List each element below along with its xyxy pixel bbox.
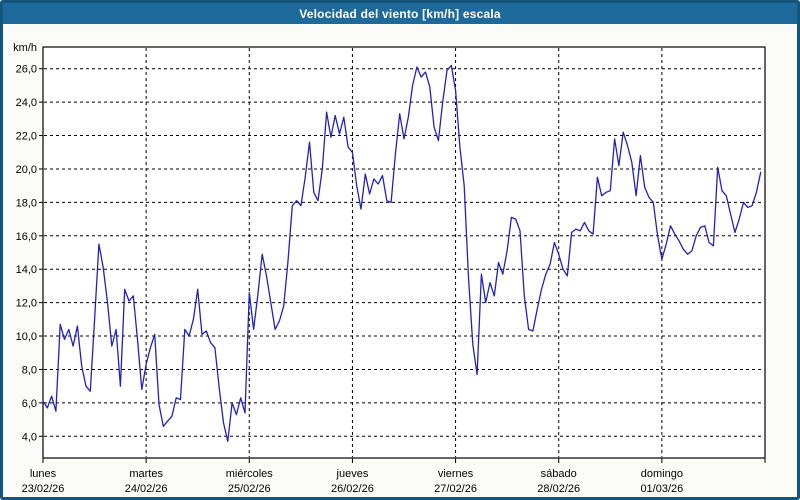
date-label: 24/02/26 <box>125 483 168 495</box>
day-label: jueves <box>336 468 369 480</box>
y-tick-label: 20,0 <box>16 164 37 176</box>
y-tick-label: 12,0 <box>16 298 37 310</box>
day-label: viernes <box>438 468 474 480</box>
y-tick-label: 22,0 <box>16 131 37 143</box>
day-label: martes <box>129 468 163 480</box>
day-label: lunes <box>30 468 57 480</box>
y-tick-label: 10,0 <box>16 331 37 343</box>
date-label: 25/02/26 <box>228 483 271 495</box>
day-label: sábado <box>541 468 577 480</box>
y-axis-unit-label: km/h <box>13 42 37 54</box>
y-tick-label: 26,0 <box>16 64 37 76</box>
wind-speed-chart-canvas: 4,0 6,0 8,0 10,0 12,0 14,0 16,0 18,0 20,0 22,0 24,… <box>13 42 766 495</box>
wind-speed-line <box>42 64 762 442</box>
y-tick-label: 18,0 <box>16 197 37 209</box>
date-label: 23/02/26 <box>22 483 65 495</box>
window-title-bar: Velocidad del viento [km/h] escala <box>3 3 797 24</box>
date-label: 26/02/26 <box>331 483 374 495</box>
day-label: domingo <box>641 468 683 480</box>
y-tick-label: 24,0 <box>16 97 37 109</box>
y-tick-label: 16,0 <box>16 231 37 243</box>
y-tick-label: 14,0 <box>16 264 37 276</box>
plot-background <box>43 47 765 458</box>
day-label: miércoles <box>226 468 274 480</box>
window-title: Velocidad del viento [km/h] escala <box>299 6 501 21</box>
date-label: 01/03/26 <box>640 483 683 495</box>
date-label: 27/02/26 <box>434 483 477 495</box>
y-tick-label: 4,0 <box>22 431 37 443</box>
y-tick-label: 6,0 <box>22 398 37 410</box>
y-tick-label: 8,0 <box>22 364 37 376</box>
wind-speed-chart: 4,0 6,0 8,0 10,0 12,0 14,0 16,0 18,0 20,0 22,0 24,… <box>3 24 797 497</box>
date-label: 28/02/26 <box>537 483 580 495</box>
plot-border <box>42 46 766 459</box>
